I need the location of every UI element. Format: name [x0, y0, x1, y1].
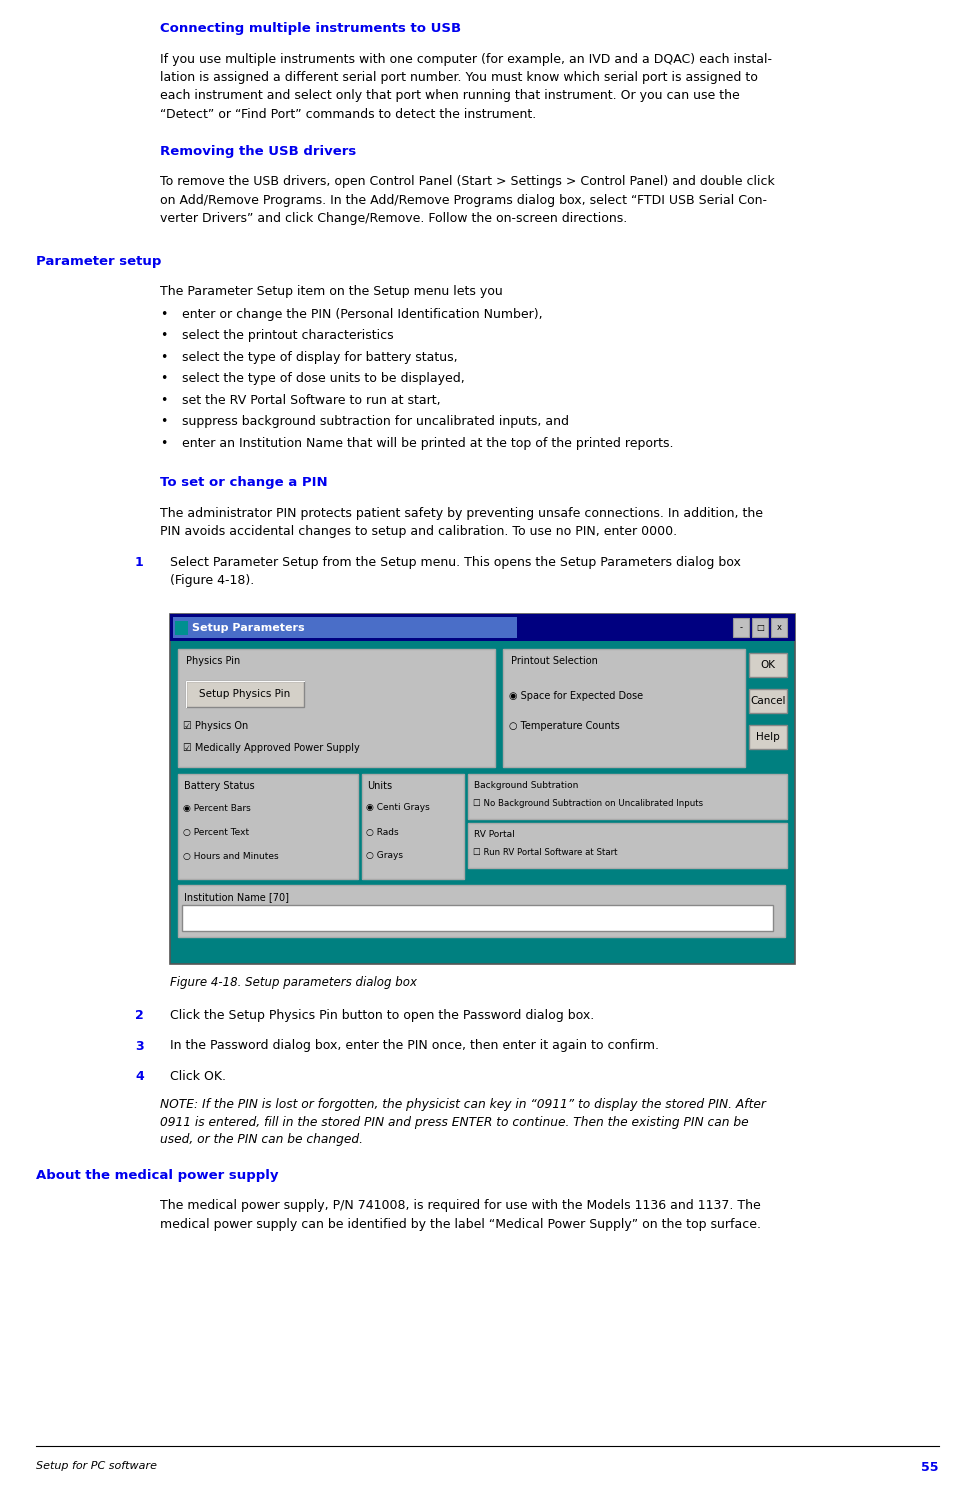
Bar	[170, 613, 795, 963]
Text: ○ Percent Text: ○ Percent Text	[183, 828, 250, 837]
Bar	[175, 621, 188, 636]
Text: 1: 1	[135, 555, 143, 569]
Bar	[170, 613, 795, 642]
Text: Click OK.: Click OK.	[170, 1071, 226, 1083]
Text: x: x	[776, 622, 782, 633]
Text: select the printout characteristics: select the printout characteristics	[182, 329, 394, 342]
Bar	[771, 618, 787, 637]
Text: select the type of dose units to be displayed,: select the type of dose units to be disp…	[182, 372, 465, 386]
Text: •: •	[160, 393, 168, 406]
Text: RV Portal: RV Portal	[474, 829, 515, 838]
Text: •: •	[160, 350, 168, 363]
Text: suppress background subtraction for uncalibrated inputs, and: suppress background subtraction for unca…	[182, 415, 569, 427]
Text: (Figure 4-18).: (Figure 4-18).	[170, 573, 254, 587]
Text: Removing the USB drivers: Removing the USB drivers	[160, 144, 356, 158]
Text: ◉ Space for Expected Dose: ◉ Space for Expected Dose	[509, 691, 644, 701]
Text: •: •	[160, 329, 168, 342]
Text: ◉ Centi Grays: ◉ Centi Grays	[367, 804, 430, 813]
Text: Battery Status: Battery Status	[184, 780, 254, 791]
Text: Help: Help	[757, 733, 780, 742]
Text: The Parameter Setup item on the Setup menu lets you: The Parameter Setup item on the Setup me…	[160, 284, 503, 298]
Text: ○ Grays: ○ Grays	[367, 852, 404, 861]
Text: Printout Selection: Printout Selection	[511, 657, 598, 666]
Text: Connecting multiple instruments to USB: Connecting multiple instruments to USB	[160, 22, 461, 36]
Text: 4: 4	[135, 1071, 143, 1083]
Bar	[178, 773, 358, 879]
Text: ☑ Medically Approved Power Supply: ☑ Medically Approved Power Supply	[183, 743, 360, 753]
Text: each instrument and select only that port when running that instrument. Or you c: each instrument and select only that por…	[160, 89, 740, 103]
Bar	[749, 689, 787, 713]
Bar	[752, 618, 768, 637]
Text: The administrator PIN protects patient safety by preventing unsafe connections. : The administrator PIN protects patient s…	[160, 506, 763, 520]
Text: Figure 4-18. Setup parameters dialog box: Figure 4-18. Setup parameters dialog box	[170, 977, 417, 989]
Text: □: □	[756, 622, 764, 633]
Text: OK: OK	[760, 660, 775, 670]
Text: “Detect” or “Find Port” commands to detect the instrument.: “Detect” or “Find Port” commands to dete…	[160, 109, 536, 121]
Text: NOTE: If the PIN is lost or forgotten, the physicist can key in “0911” to displa: NOTE: If the PIN is lost or forgotten, t…	[160, 1097, 766, 1111]
Text: About the medical power supply: About the medical power supply	[36, 1169, 279, 1182]
Bar	[173, 616, 517, 639]
Text: Institution Name [70]: Institution Name [70]	[184, 892, 289, 902]
Text: medical power supply can be identified by the label “Medical Power Supply” on th: medical power supply can be identified b…	[160, 1218, 761, 1231]
Text: To remove the USB drivers, open Control Panel (Start > Settings > Control Panel): To remove the USB drivers, open Control …	[160, 176, 775, 188]
Bar	[178, 649, 495, 767]
Text: enter or change the PIN (Personal Identification Number),: enter or change the PIN (Personal Identi…	[182, 308, 543, 320]
Text: -: -	[739, 622, 743, 633]
Text: 0911 is entered, fill in the stored PIN and press ENTER to continue. Then the ex: 0911 is entered, fill in the stored PIN …	[160, 1115, 749, 1129]
Bar	[468, 773, 787, 819]
Text: Physics Pin: Physics Pin	[186, 657, 240, 666]
Text: Setup Physics Pin: Setup Physics Pin	[199, 689, 291, 700]
Bar	[733, 618, 749, 637]
Text: verter Drivers” and click Change/Remove. Follow the on-screen directions.: verter Drivers” and click Change/Remove.…	[160, 211, 627, 225]
Bar	[749, 725, 787, 749]
Text: In the Password dialog box, enter the PIN once, then enter it again to confirm.: In the Password dialog box, enter the PI…	[170, 1039, 659, 1053]
Text: •: •	[160, 308, 168, 320]
Bar	[186, 680, 304, 707]
Text: lation is assigned a different serial port number. You must know which serial po: lation is assigned a different serial po…	[160, 71, 758, 83]
Text: If you use multiple instruments with one computer (for example, an IVD and a DQA: If you use multiple instruments with one…	[160, 52, 772, 66]
Text: 55: 55	[921, 1461, 939, 1474]
Bar	[503, 649, 745, 767]
Text: Setup Parameters: Setup Parameters	[192, 622, 304, 633]
Text: on Add/Remove Programs. In the Add/Remove Programs dialog box, select “FTDI USB : on Add/Remove Programs. In the Add/Remov…	[160, 194, 767, 207]
Text: ○ Hours and Minutes: ○ Hours and Minutes	[183, 852, 279, 861]
Bar	[362, 773, 464, 879]
Text: ☐ Run RV Portal Software at Start: ☐ Run RV Portal Software at Start	[473, 847, 617, 856]
Bar	[178, 884, 785, 937]
Text: Click the Setup Physics Pin button to open the Password dialog box.: Click the Setup Physics Pin button to op…	[170, 1010, 594, 1021]
Text: ◉ Percent Bars: ◉ Percent Bars	[183, 804, 251, 813]
Text: The medical power supply, P/N 741008, is required for use with the Models 1136 a: The medical power supply, P/N 741008, is…	[160, 1199, 760, 1212]
Text: Background Subtration: Background Subtration	[474, 780, 578, 789]
Text: •: •	[160, 372, 168, 386]
Text: ○ Temperature Counts: ○ Temperature Counts	[509, 721, 620, 731]
Text: Units: Units	[368, 780, 393, 791]
Text: •: •	[160, 436, 168, 450]
Text: 3: 3	[135, 1039, 143, 1053]
Text: enter an Institution Name that will be printed at the top of the printed reports: enter an Institution Name that will be p…	[182, 436, 674, 450]
Text: Setup for PC software: Setup for PC software	[36, 1461, 157, 1471]
Text: Parameter setup: Parameter setup	[36, 255, 162, 268]
Text: 2: 2	[135, 1010, 143, 1021]
Text: Select Parameter Setup from the Setup menu. This opens the Setup Parameters dial: Select Parameter Setup from the Setup me…	[170, 555, 741, 569]
Text: PIN avoids accidental changes to setup and calibration. To use no PIN, enter 000: PIN avoids accidental changes to setup a…	[160, 526, 677, 538]
Bar	[468, 822, 787, 868]
Text: Cancel: Cancel	[750, 695, 786, 706]
Text: •: •	[160, 415, 168, 427]
Text: select the type of display for battery status,: select the type of display for battery s…	[182, 350, 457, 363]
Text: ☑ Physics On: ☑ Physics On	[183, 721, 249, 731]
Text: To set or change a PIN: To set or change a PIN	[160, 476, 328, 488]
Text: set the RV Portal Software to run at start,: set the RV Portal Software to run at sta…	[182, 393, 441, 406]
Text: ○ Rads: ○ Rads	[367, 828, 399, 837]
Text: ☐ No Background Subtraction on Uncalibrated Inputs: ☐ No Background Subtraction on Uncalibra…	[473, 798, 703, 807]
Text: used, or the PIN can be changed.: used, or the PIN can be changed.	[160, 1133, 363, 1147]
Bar	[182, 905, 773, 931]
Bar	[749, 654, 787, 677]
